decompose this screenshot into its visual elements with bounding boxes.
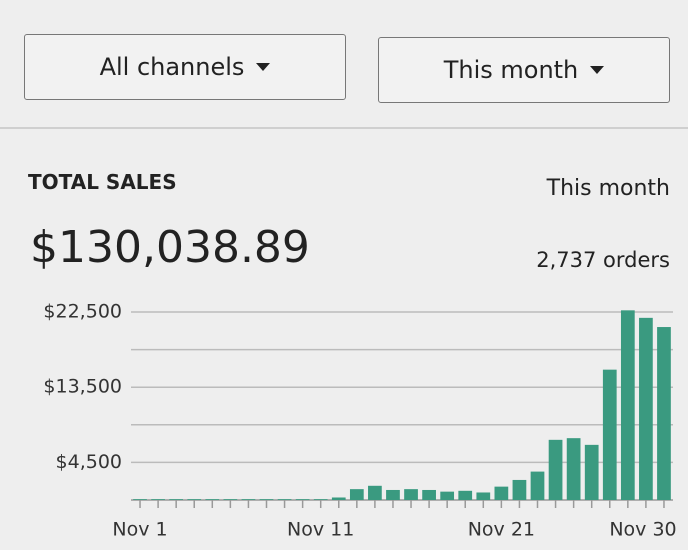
x-tick-label: Nov 1 (112, 519, 167, 541)
bar (133, 499, 147, 500)
bar (295, 499, 310, 500)
bar (151, 499, 165, 500)
bar (512, 479, 527, 500)
bar (584, 444, 599, 500)
bar (313, 499, 328, 500)
y-tick-label: $13,500 (43, 376, 122, 398)
bar (386, 489, 400, 500)
x-tick-label: Nov 30 (609, 519, 676, 541)
bar (440, 491, 455, 500)
bar (368, 485, 382, 500)
period-filter[interactable]: This month (378, 37, 670, 103)
bar (476, 492, 491, 500)
bar (566, 438, 581, 500)
summary-title: TOTAL SALES (28, 170, 177, 194)
bar (404, 489, 418, 500)
bar (458, 490, 473, 500)
bar (223, 499, 238, 500)
x-tick-label: Nov 11 (287, 519, 354, 541)
bar (259, 499, 274, 500)
bar (494, 486, 509, 500)
bar (657, 327, 671, 500)
bar (277, 499, 292, 500)
bar (620, 310, 635, 500)
y-tick-label: $22,500 (43, 301, 122, 323)
channel-filter[interactable]: All channels (24, 34, 346, 100)
bar (331, 497, 346, 500)
bar (205, 499, 220, 500)
summary-period: This month (546, 176, 670, 201)
bar (169, 499, 184, 500)
bar (639, 317, 653, 500)
bar (422, 489, 436, 500)
bar (349, 489, 364, 500)
divider (0, 127, 688, 129)
x-tick-label: Nov 21 (468, 519, 535, 541)
bar (187, 499, 202, 500)
total-sales: $130,038.89 (30, 222, 310, 273)
y-tick-label: $4,500 (56, 451, 122, 473)
bar (548, 439, 563, 500)
bar (241, 499, 256, 500)
order-count: 2,737 orders (536, 248, 670, 272)
bar (602, 369, 617, 500)
bar (530, 471, 545, 500)
